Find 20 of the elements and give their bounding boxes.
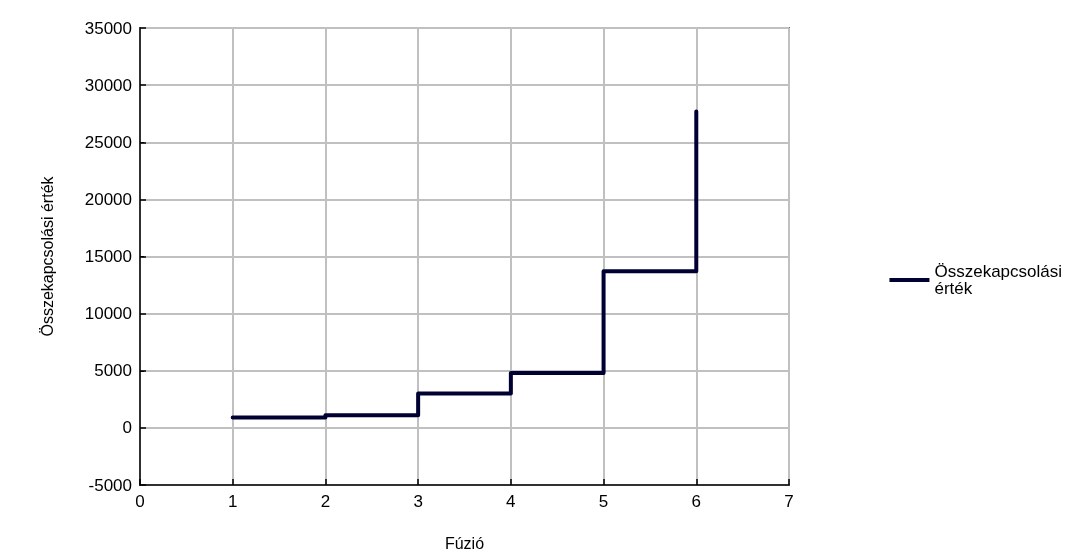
x-tick-label: 7 <box>784 492 794 511</box>
y-tick-label: 0 <box>122 418 132 438</box>
x-tick-label: 1 <box>227 492 238 511</box>
x-tick-label: 6 <box>691 492 702 511</box>
x-tick-label: 2 <box>320 492 331 511</box>
y-tick-label: 5000 <box>94 361 132 381</box>
x-tick-label: 0 <box>135 492 145 511</box>
x-axis-title: Fúzió <box>444 534 485 552</box>
x-tick-label: 5 <box>598 492 609 511</box>
y-axis-title: Összekapcsolási érték <box>38 175 56 337</box>
y-tick-label: 30000 <box>84 75 132 95</box>
y-tick-label: 10000 <box>84 304 132 324</box>
y-tick-label: 20000 <box>84 189 132 209</box>
y-tick-label: -5000 <box>88 475 132 495</box>
y-tick-label: 15000 <box>84 247 132 266</box>
x-tick-label: 4 <box>506 492 516 511</box>
y-tick-label: 25000 <box>84 132 132 152</box>
legend-label: Összekapcsolási érték <box>934 262 1063 298</box>
y-tick-label: 35000 <box>84 18 132 38</box>
x-tick-label: 3 <box>413 492 423 511</box>
